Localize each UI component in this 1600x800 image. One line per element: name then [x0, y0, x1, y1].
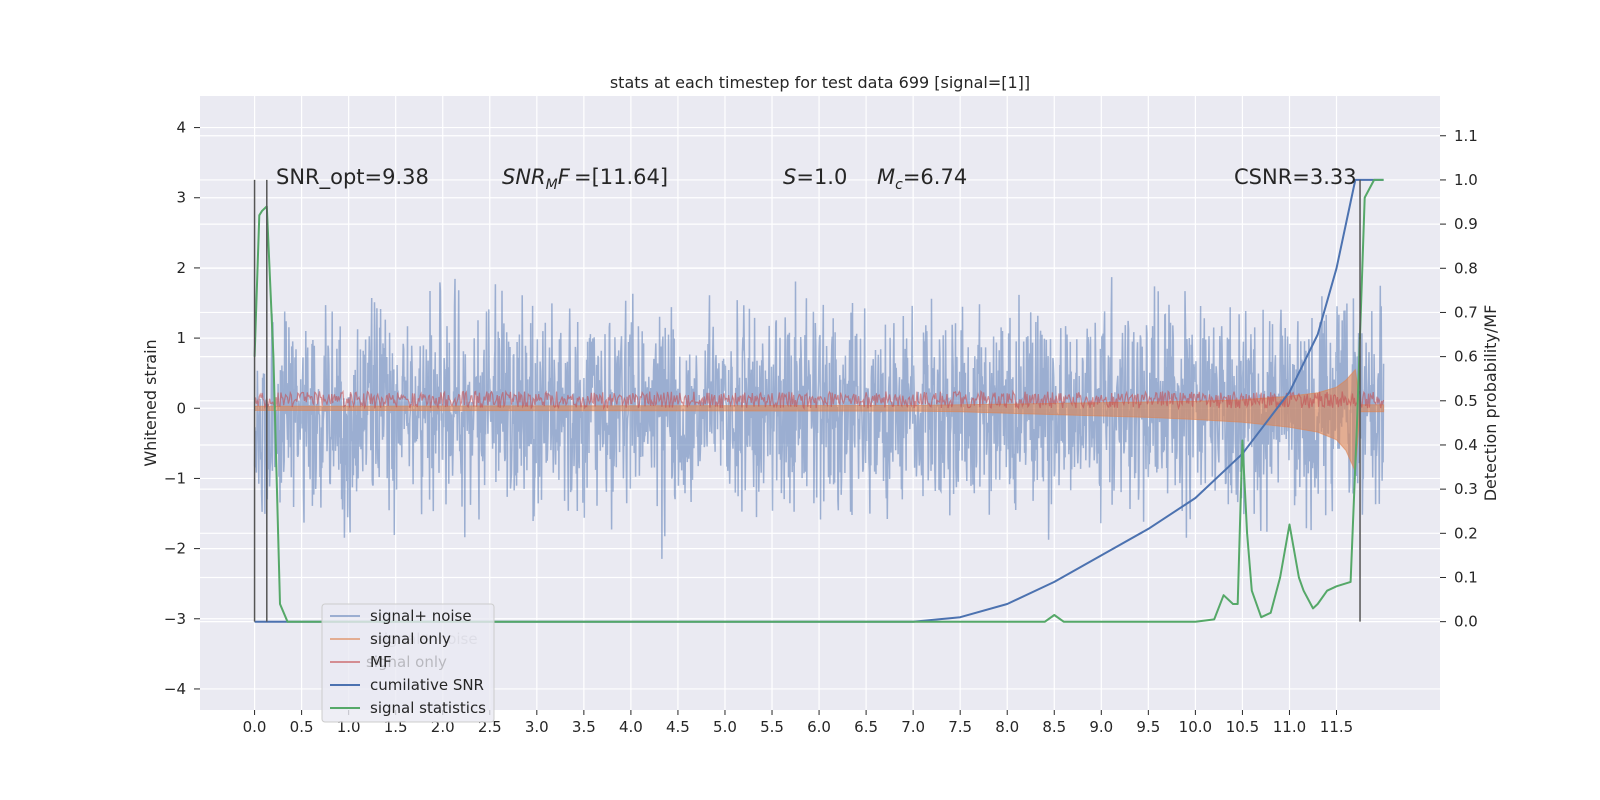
x-tick-label: 0.5 — [290, 718, 314, 736]
x-tick-label: 7.0 — [901, 718, 925, 736]
x-tick-label: 11.0 — [1273, 718, 1306, 736]
legend-ghost-1: signal+ noise — [376, 630, 478, 648]
series-mf — [254, 389, 1385, 411]
x-tick-label: 8.5 — [1042, 718, 1066, 736]
y-tick-label: −2 — [164, 540, 186, 558]
series-signal-statistics — [253, 178, 1384, 623]
x-tick-label: 9.5 — [1136, 718, 1160, 736]
y-tick-label: 2 — [176, 259, 186, 277]
x-tick-label: 5.5 — [760, 718, 784, 736]
legend-label-cumulative-snr: cumilative SNR — [370, 676, 484, 694]
y-tick-label: −1 — [164, 469, 186, 487]
x-tick-label: 8.0 — [995, 718, 1019, 736]
y-right-tick-label: 0.6 — [1454, 348, 1478, 366]
y-tick-label: 1 — [176, 329, 186, 347]
x-tick-label: 0.0 — [243, 718, 267, 736]
annotation-mc: Mc=6.74 — [877, 165, 967, 193]
legend-ghost-2: signal only — [366, 653, 447, 671]
y-right-tick-label: 0.9 — [1454, 215, 1478, 233]
legend: signal+ noise signal only signal+ noise … — [321, 603, 495, 723]
legend-label-signal-only: signal only — [370, 630, 451, 648]
x-tick-label: 10.0 — [1179, 718, 1212, 736]
y-axis-label-left: Whitened strain — [141, 339, 160, 466]
plot-area — [253, 178, 1385, 623]
x-tick-label: 6.5 — [854, 718, 878, 736]
y-tick-label: −4 — [164, 680, 186, 698]
x-axis-ticks: 0.0 0.5 1.0 1.5 2.0 2.5 3.0 3.5 4.0 4.5 5.0 5.5 6.0 6… — [243, 710, 1353, 736]
y-axis-ticks-right: 1.1 1.0 0.9 0.8 0.7 0.6 0.5 0.4 0.3 0.2 0.1 0.0 — [1440, 127, 1478, 631]
y-right-tick-label: 0.3 — [1454, 480, 1478, 498]
snr-mf-f: F — [558, 165, 571, 189]
y-axis-ticks-left: 4 3 2 1 0 −1 −2 −3 −4 — [164, 119, 200, 698]
x-tick-label: 3.0 — [525, 718, 549, 736]
x-tick-label: 9.0 — [1089, 718, 1113, 736]
series-signal-noise — [253, 277, 1385, 559]
annotation-snr-mf-value: =[11.64] — [574, 165, 668, 189]
series-cumulative-snr — [254, 178, 1384, 623]
y-right-tick-label: 0.2 — [1454, 524, 1478, 542]
mc-symbol: M — [877, 165, 895, 189]
legend-label-signal-statistics: signal statistics — [370, 699, 486, 717]
y-tick-label: 3 — [176, 189, 186, 207]
chart-title: stats at each timestep for test data 699… — [610, 73, 1030, 92]
annotation-snr-mf: SNRMF — [502, 165, 571, 193]
x-tick-label: 5.0 — [713, 718, 737, 736]
y-tick-label: −3 — [164, 610, 186, 628]
annotation-csnr: CSNR=3.33 — [1234, 165, 1357, 189]
y-right-tick-label: 0.5 — [1454, 392, 1478, 410]
x-tick-label: 4.5 — [666, 718, 690, 736]
vertical-markers — [253, 179, 1361, 622]
y-right-tick-label: 0.4 — [1454, 436, 1478, 454]
x-tick-label: 4.0 — [619, 718, 643, 736]
y-right-tick-label: 1.0 — [1454, 171, 1478, 189]
y-right-tick-label: 0.1 — [1454, 568, 1478, 586]
y-right-tick-label: 0.7 — [1454, 303, 1478, 321]
s-symbol: S — [783, 165, 796, 189]
x-tick-label: 7.5 — [948, 718, 972, 736]
y-tick-label: 4 — [176, 119, 186, 137]
x-tick-label: 3.5 — [572, 718, 596, 736]
y-axis-label-right: Detection probability/MF — [1481, 305, 1500, 502]
annotation-s: S=1.0 — [783, 165, 847, 189]
mc-value: =6.74 — [903, 165, 967, 189]
legend-label-mf: MF — [370, 653, 392, 671]
y-right-tick-label: 1.1 — [1454, 127, 1478, 145]
legend-label-signal-noise: signal+ noise — [370, 607, 472, 625]
mc-sub: c — [895, 177, 903, 193]
annotation-snr-opt: SNR_opt=9.38 — [276, 165, 429, 190]
y-right-tick-label: 0.8 — [1454, 259, 1478, 277]
snr-mf-prefix: SNR — [502, 165, 546, 189]
s-value: =1.0 — [796, 165, 847, 189]
y-tick-label: 0 — [176, 399, 186, 417]
snr-mf-sub: M — [546, 177, 558, 193]
legend-box — [321, 603, 495, 723]
x-tick-label: 10.5 — [1226, 718, 1259, 736]
x-tick-label: 11.5 — [1320, 718, 1353, 736]
y-right-tick-label: 0.0 — [1454, 613, 1478, 631]
x-tick-label: 6.0 — [807, 718, 831, 736]
